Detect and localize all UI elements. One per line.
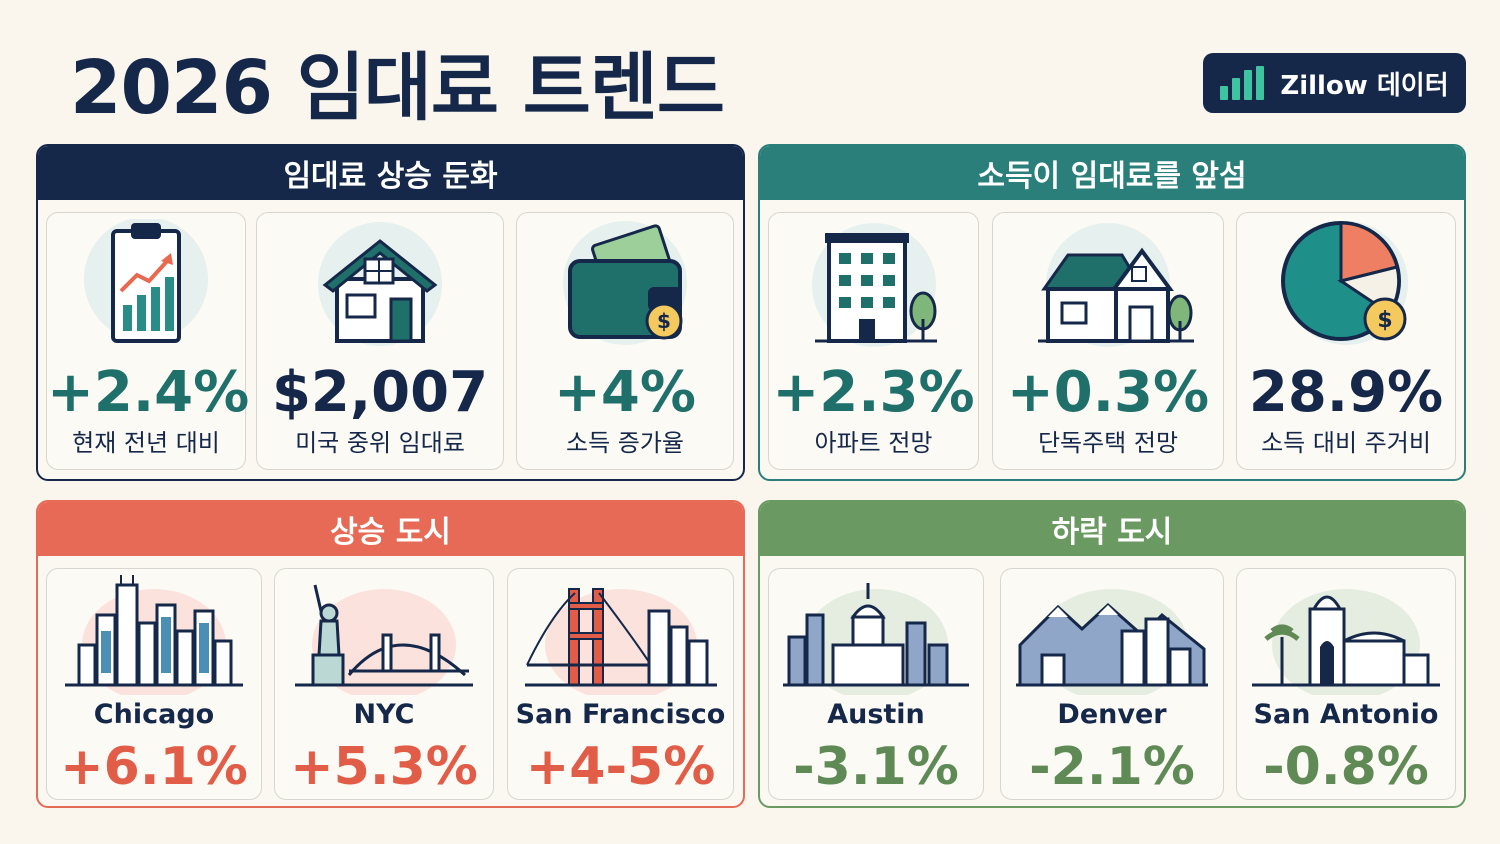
city-name: San Antonio (1253, 699, 1439, 730)
panel-header: 임대료 상승 둔화 (38, 146, 743, 200)
house-icon (318, 222, 442, 346)
city-change: -0.8% (1263, 737, 1429, 797)
rising-cities-panel: 상승 도시 Chicago +6.1% (36, 500, 745, 808)
stat-value: +2.3% (772, 360, 975, 425)
city-change: +6.1% (60, 737, 248, 797)
chicago-skyline-icon (65, 575, 243, 695)
city-change: +4-5% (525, 737, 716, 797)
stat-card: $2,007 미국 중위 임대료 (256, 212, 504, 470)
stat-card: +0.3% 단독주택 전망 (992, 212, 1224, 470)
panel-header: 하락 도시 (760, 502, 1464, 556)
single-family-home-icon (1038, 223, 1194, 347)
svg-text:$: $ (657, 309, 671, 333)
pie-chart-icon: $ (1281, 221, 1408, 345)
city-name: San Francisco (515, 699, 726, 730)
city-name: Denver (1057, 699, 1167, 730)
badge-label: Zillow 데이터 (1280, 70, 1449, 101)
city-card: Denver -2.1% (1000, 568, 1224, 800)
stat-value: 28.9% (1248, 360, 1444, 425)
alamo-mission-icon (1252, 589, 1440, 695)
golden-gate-icon (524, 588, 717, 695)
stat-label: 현재 전년 대비 (72, 429, 220, 457)
nyc-skyline-icon (295, 584, 473, 695)
stat-card: $ 28.9% 소득 대비 주거비 (1236, 212, 1456, 470)
bar-chart-icon (1220, 66, 1265, 100)
rent-slowdown-panel: 임대료 상승 둔화 +2.4% 현재 전년 대비 $2,007 미국 (36, 144, 745, 481)
stat-card: +2.3% 아파트 전망 (768, 212, 979, 470)
page-title: 2026 임대료 트렌드 (70, 45, 725, 131)
income-outpaces-panel: 소득이 임대료를 앞섬 +2.3% 아파트 전망 (758, 144, 1466, 481)
panel-header: 소득이 임대료를 앞섬 (760, 146, 1464, 200)
stat-card: $ +4% 소득 증가율 (516, 212, 734, 470)
stat-label: 미국 중위 임대료 (295, 429, 465, 457)
city-card: San Antonio -0.8% (1236, 568, 1456, 800)
stat-label: 소득 대비 주거비 (1261, 429, 1431, 457)
city-card: NYC +5.3% (274, 568, 494, 800)
apartment-building-icon (811, 223, 937, 347)
stat-value: +4% (554, 360, 696, 425)
stat-label: 단독주택 전망 (1037, 429, 1179, 457)
city-name: NYC (353, 699, 415, 730)
city-card: Austin -3.1% (768, 568, 984, 800)
zillow-data-badge: Zillow 데이터 (1203, 53, 1466, 113)
wallet-icon: $ (563, 221, 687, 345)
clipboard-chart-icon (84, 219, 208, 343)
stat-label: 소득 증가율 (565, 429, 685, 457)
city-name: Chicago (93, 699, 215, 730)
panel-header: 상승 도시 (38, 502, 743, 556)
svg-text:$: $ (1377, 308, 1392, 333)
stat-label: 아파트 전망 (814, 429, 933, 457)
denver-mountains-icon (1016, 589, 1208, 695)
city-card: San Francisco +4-5% (507, 568, 734, 800)
austin-capitol-icon (783, 583, 969, 695)
city-change: -2.1% (1029, 737, 1195, 797)
stat-value: +0.3% (1006, 360, 1210, 425)
city-change: -3.1% (793, 737, 959, 797)
stat-value: +2.4% (47, 360, 250, 425)
city-name: Austin (827, 699, 925, 730)
city-change: +5.3% (290, 737, 478, 797)
stat-value: $2,007 (271, 360, 489, 425)
city-card: Chicago +6.1% (46, 568, 262, 800)
stat-card: +2.4% 현재 전년 대비 (46, 212, 250, 470)
falling-cities-panel: 하락 도시 Austin -3.1% (758, 500, 1466, 808)
